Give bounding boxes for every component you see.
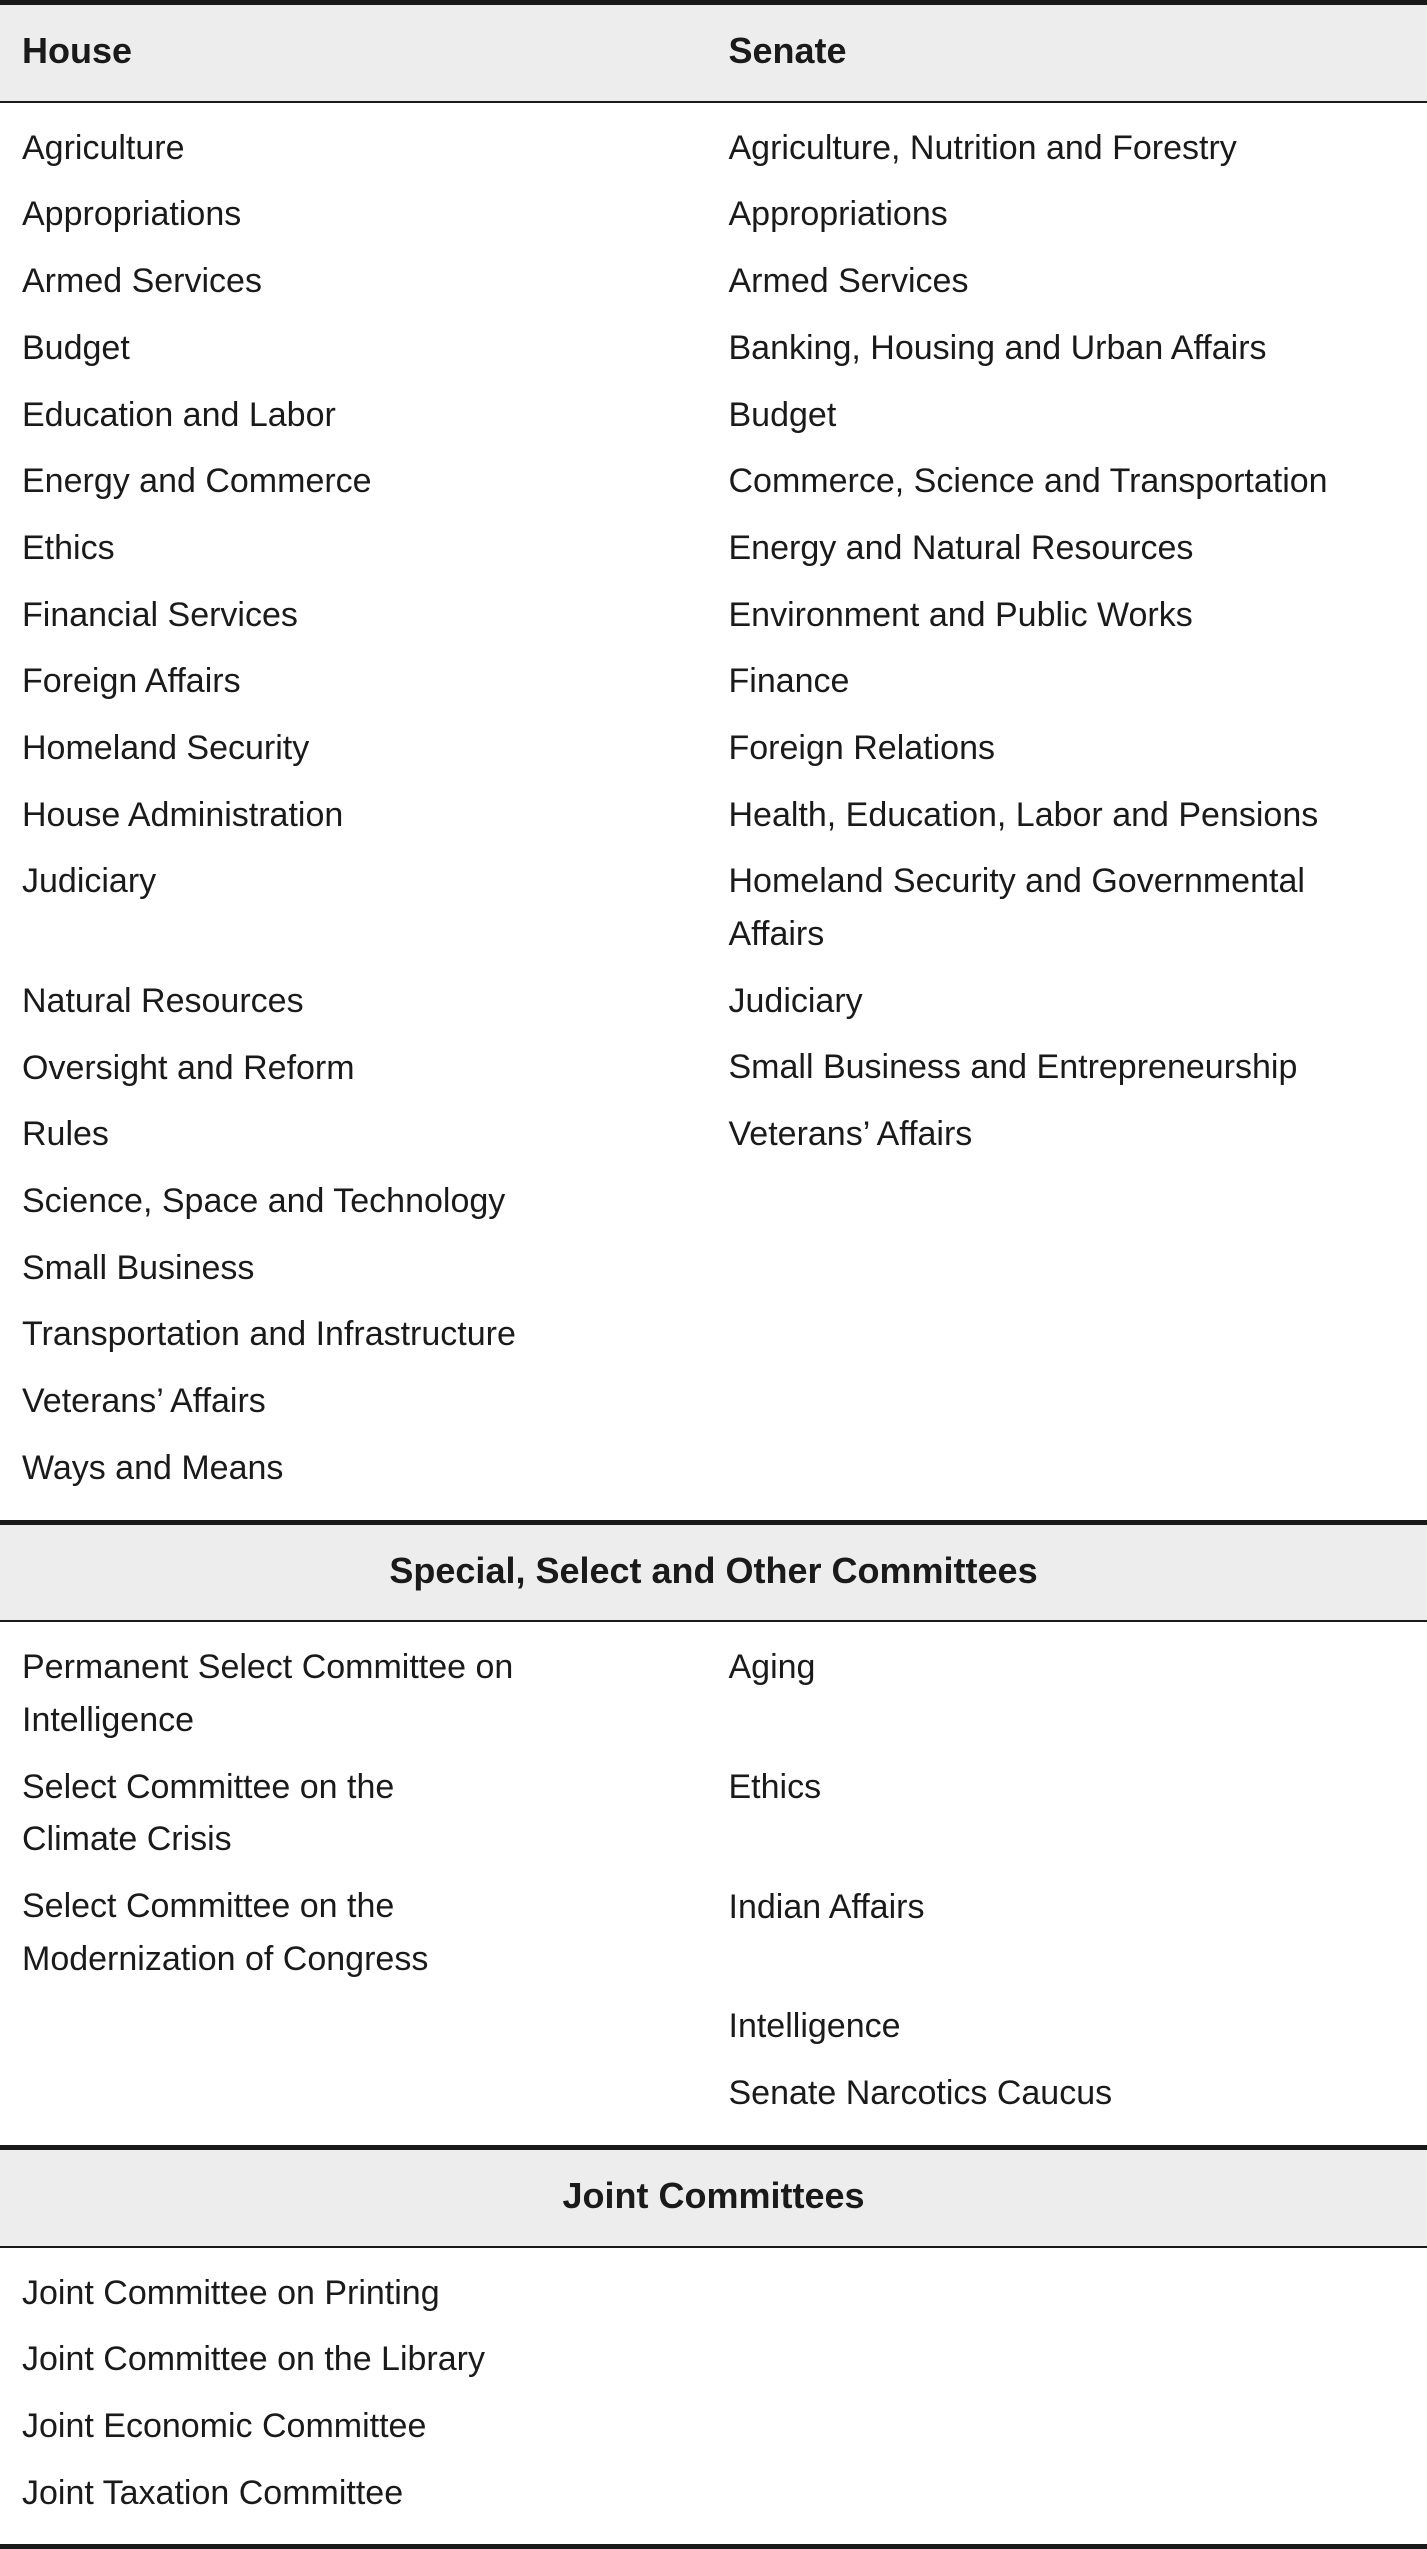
list-item: Budget bbox=[22, 315, 622, 382]
list-item: Indian Affairs bbox=[729, 1874, 1329, 1994]
list-item: Intelligence bbox=[729, 1993, 1329, 2060]
list-item: Commerce, Science and Transportation bbox=[729, 448, 1329, 515]
list-item: Finance bbox=[729, 648, 1329, 715]
list-item: Ways and Means bbox=[22, 1435, 622, 1502]
list-item: Environment and Public Works bbox=[729, 582, 1329, 649]
list-item: Judiciary bbox=[729, 968, 1329, 1035]
committees-table: House Senate Agriculture Appropriations … bbox=[0, 0, 1427, 2549]
list-item: Small Business and Entrepreneurship bbox=[729, 1034, 1329, 1101]
rule-bottom bbox=[0, 2544, 1427, 2549]
list-item: Veterans’ Affairs bbox=[22, 1368, 622, 1435]
list-item: Joint Committee on the Library bbox=[22, 2326, 622, 2393]
list-item: Energy and Natural Resources bbox=[729, 515, 1329, 582]
section2-body: Permanent Select Committee on Intelligen… bbox=[0, 1622, 1427, 2144]
section2-header: Special, Select and Other Committees bbox=[389, 1543, 1037, 1599]
list-item: Transportation and Infrastructure bbox=[22, 1301, 622, 1368]
list-item: Education and Labor bbox=[22, 382, 622, 449]
list-item: Ethics bbox=[729, 1754, 1329, 1874]
list-item: Permanent Select Committee on Intelligen… bbox=[22, 1634, 542, 1753]
section3-body: Joint Committee on Printing Joint Commit… bbox=[0, 2248, 1427, 2545]
list-item: Banking, Housing and Urban Affairs bbox=[729, 315, 1329, 382]
list-item: Agriculture, Nutrition and Forestry bbox=[729, 115, 1329, 182]
list-item: Judiciary bbox=[22, 848, 622, 968]
list-item: Joint Committee on Printing bbox=[22, 2260, 622, 2327]
list-item: Armed Services bbox=[22, 248, 622, 315]
list-item: Foreign Affairs bbox=[22, 648, 622, 715]
list-item: Natural Resources bbox=[22, 968, 622, 1035]
special-left-list: Permanent Select Committee on Intelligen… bbox=[22, 1634, 719, 2126]
senate-list: Agriculture, Nutrition and Forestry Appr… bbox=[719, 115, 1406, 1502]
list-item: House Administration bbox=[22, 782, 622, 849]
list-item: Homeland Security and Governmental Affai… bbox=[729, 848, 1329, 967]
header-house: House bbox=[22, 23, 719, 79]
house-list: Agriculture Appropriations Armed Service… bbox=[22, 115, 719, 1502]
list-item: Budget bbox=[729, 382, 1329, 449]
section1-body: Agriculture Appropriations Armed Service… bbox=[0, 103, 1427, 1520]
list-item: Foreign Relations bbox=[729, 715, 1329, 782]
header-senate: Senate bbox=[719, 23, 1406, 79]
list-item: Health, Education, Labor and Pensions bbox=[729, 782, 1329, 849]
list-item: Veterans’ Affairs bbox=[729, 1101, 1329, 1168]
section3-header: Joint Committees bbox=[562, 2168, 864, 2224]
list-item: Science, Space and Technology bbox=[22, 1168, 622, 1235]
list-item: Rules bbox=[22, 1101, 622, 1168]
list-item: Homeland Security bbox=[22, 715, 622, 782]
list-item: Joint Economic Committee bbox=[22, 2393, 622, 2460]
list-item: Agriculture bbox=[22, 115, 622, 182]
list-item: Appropriations bbox=[22, 181, 622, 248]
section1-header-band: House Senate bbox=[0, 5, 1427, 101]
list-item: Aging bbox=[729, 1634, 1329, 1754]
special-right-list: Aging Ethics Indian Affairs Intelligence… bbox=[719, 1634, 1406, 2126]
list-item: Financial Services bbox=[22, 582, 622, 649]
list-item: Ethics bbox=[22, 515, 622, 582]
list-item: Appropriations bbox=[729, 181, 1329, 248]
section3-header-band: Joint Committees bbox=[0, 2150, 1427, 2246]
list-item: Small Business bbox=[22, 1235, 622, 1302]
section2-header-band: Special, Select and Other Committees bbox=[0, 1525, 1427, 1621]
list-item: Senate Narcotics Caucus bbox=[729, 2060, 1329, 2127]
list-item: Select Committee on the Modernization of… bbox=[22, 1873, 492, 1992]
list-item: Oversight and Reform bbox=[22, 1035, 622, 1102]
list-item: Select Committee on the Climate Crisis bbox=[22, 1754, 442, 1873]
list-item: Armed Services bbox=[729, 248, 1329, 315]
list-item: Energy and Commerce bbox=[22, 448, 622, 515]
